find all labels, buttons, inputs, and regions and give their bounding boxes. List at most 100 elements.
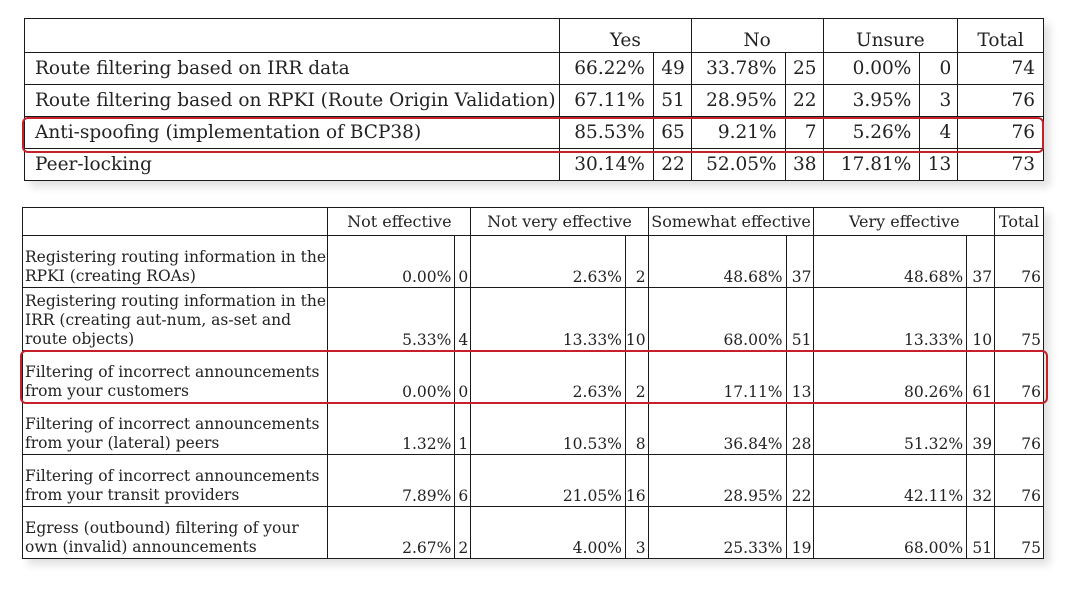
very-effective-percent: 42.11%	[813, 454, 968, 507]
not-very-effective-percent: 13.33%	[470, 287, 626, 351]
somewhat-effective-count: 22	[785, 454, 815, 507]
somewhat-effective-count: 19	[785, 506, 815, 559]
somewhat-effective-percent: 68.00%	[647, 287, 787, 351]
not-very-effective-percent: 2.63%	[470, 350, 626, 403]
not-very-effective-percent: 21.05%	[470, 454, 626, 507]
yes-count: 49	[652, 52, 692, 85]
total-count: 74	[957, 52, 1044, 85]
no-percent: 9.21%	[690, 116, 786, 149]
somewhat-effective-percent: 36.84%	[647, 402, 787, 455]
not-effective-count: 1	[454, 402, 472, 455]
table1-header-blank	[24, 18, 560, 53]
no-count: 25	[784, 52, 824, 85]
not-effective-percent: 0.00%	[327, 350, 456, 403]
table2-row: Registering routing information in the R…	[21, 235, 1044, 288]
row-label: Route filtering based on IRR data	[24, 52, 560, 85]
table1-row: Route filtering based on RPKI (Route Ori…	[24, 84, 1044, 117]
table2-row: Registering routing information in the I…	[21, 287, 1044, 351]
row-label: Filtering of incorrect announcements fro…	[21, 402, 329, 455]
unsure-count: 4	[919, 116, 959, 149]
table1-header-no: No	[690, 18, 824, 53]
row-label: Filtering of incorrect announcements fro…	[21, 454, 329, 507]
no-count: 22	[784, 84, 824, 117]
table2-header-not-very-effective: Not very effective	[470, 207, 649, 236]
table2-header-blank	[21, 207, 329, 236]
row-label: Peer-locking	[24, 148, 560, 181]
very-effective-count: 32	[966, 454, 996, 507]
total-count: 76	[994, 454, 1044, 507]
table2-row: Filtering of incorrect announcements fro…	[21, 454, 1044, 507]
yes-percent: 85.53%	[558, 116, 654, 149]
no-count: 38	[784, 148, 824, 181]
row-label: Registering routing information in the R…	[21, 235, 329, 288]
not-very-effective-count: 16	[624, 454, 649, 507]
not-effective-percent: 5.33%	[327, 287, 456, 351]
total-count: 76	[994, 235, 1044, 288]
unsure-percent: 0.00%	[822, 52, 921, 85]
not-effective-count: 2	[454, 506, 472, 559]
unsure-percent: 5.26%	[822, 116, 921, 149]
total-count: 76	[957, 84, 1044, 117]
table2-header-total: Total	[994, 207, 1044, 236]
unsure-percent: 3.95%	[822, 84, 921, 117]
very-effective-percent: 68.00%	[813, 506, 968, 559]
very-effective-count: 10	[966, 287, 996, 351]
no-count: 7	[784, 116, 824, 149]
not-very-effective-count: 2	[624, 350, 649, 403]
very-effective-count: 39	[966, 402, 996, 455]
very-effective-percent: 80.26%	[813, 350, 968, 403]
not-very-effective-count: 10	[624, 287, 649, 351]
not-very-effective-percent: 4.00%	[470, 506, 626, 559]
no-percent: 28.95%	[690, 84, 786, 117]
yes-count: 22	[652, 148, 692, 181]
no-percent: 33.78%	[690, 52, 786, 85]
not-effective-count: 6	[454, 454, 472, 507]
row-label: Filtering of incorrect announcements fro…	[21, 350, 329, 403]
not-very-effective-count: 3	[624, 506, 649, 559]
effectiveness-table: Not effective Not very effective Somewha…	[21, 207, 1044, 559]
row-label: Registering routing information in the I…	[21, 287, 329, 351]
not-effective-percent: 1.32%	[327, 402, 456, 455]
yes-percent: 30.14%	[558, 148, 654, 181]
table1-header-unsure: Unsure	[822, 18, 959, 53]
row-label: Anti-spoofing (implementation of BCP38)	[24, 116, 560, 149]
table1-header-total: Total	[957, 18, 1044, 53]
table1-row: Peer-locking 30.14% 22 52.05% 38 17.81% …	[24, 148, 1044, 181]
unsure-percent: 17.81%	[822, 148, 921, 181]
unsure-count: 13	[919, 148, 959, 181]
total-count: 73	[957, 148, 1044, 181]
not-very-effective-count: 2	[624, 235, 649, 288]
table2-header-not-effective: Not effective	[327, 207, 472, 236]
not-effective-count: 0	[454, 235, 472, 288]
very-effective-count: 61	[966, 350, 996, 403]
table2-row: Egress (outbound) filtering of your own …	[21, 506, 1044, 559]
table2-header-very-effective: Very effective	[813, 207, 996, 236]
not-very-effective-percent: 10.53%	[470, 402, 626, 455]
table1-header-row: Yes No Unsure Total	[24, 18, 1044, 53]
somewhat-effective-count: 51	[785, 287, 815, 351]
yes-count: 65	[652, 116, 692, 149]
not-effective-percent: 2.67%	[327, 506, 456, 559]
somewhat-effective-count: 28	[785, 402, 815, 455]
very-effective-percent: 51.32%	[813, 402, 968, 455]
not-effective-percent: 7.89%	[327, 454, 456, 507]
not-effective-count: 0	[454, 350, 472, 403]
row-label: Route filtering based on RPKI (Route Ori…	[24, 84, 560, 117]
table1-row: Route filtering based on IRR data 66.22%…	[24, 52, 1044, 85]
yes-percent: 66.22%	[558, 52, 654, 85]
deployment-table: Yes No Unsure Total Route filtering base…	[24, 18, 1044, 181]
unsure-count: 3	[919, 84, 959, 117]
unsure-count: 0	[919, 52, 959, 85]
not-very-effective-percent: 2.63%	[470, 235, 626, 288]
table1-header-yes: Yes	[558, 18, 692, 53]
row-label: Egress (outbound) filtering of your own …	[21, 506, 329, 559]
very-effective-count: 51	[966, 506, 996, 559]
very-effective-percent: 48.68%	[813, 235, 968, 288]
somewhat-effective-percent: 28.95%	[647, 454, 787, 507]
total-count: 76	[994, 402, 1044, 455]
no-percent: 52.05%	[690, 148, 786, 181]
yes-count: 51	[652, 84, 692, 117]
not-very-effective-count: 8	[624, 402, 649, 455]
somewhat-effective-percent: 48.68%	[647, 235, 787, 288]
very-effective-count: 37	[966, 235, 996, 288]
